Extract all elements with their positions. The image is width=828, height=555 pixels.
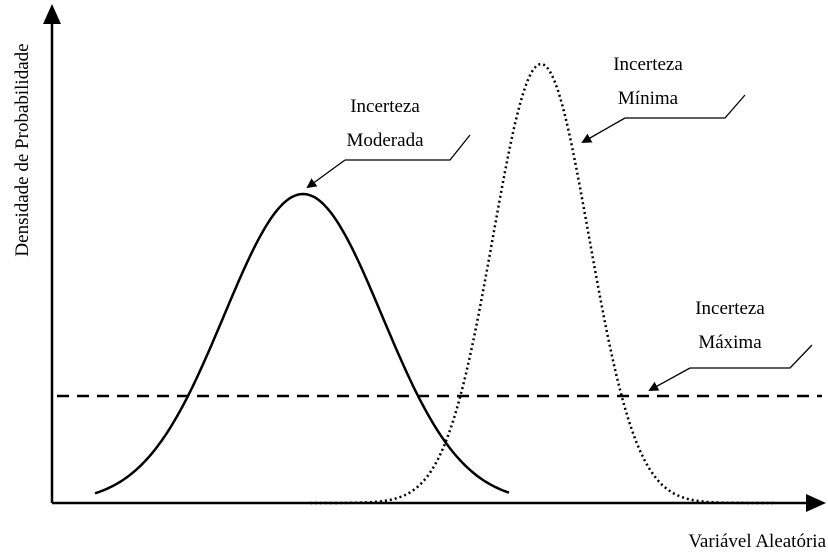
leader-arrow — [648, 367, 691, 391]
leader-arrow — [306, 159, 346, 189]
y-axis-label: Densidade de Probabilidade — [12, 43, 33, 256]
leader — [625, 94, 746, 119]
annotation: Incerteza — [350, 96, 420, 117]
annotation: Incerteza — [613, 54, 683, 75]
leader — [690, 344, 813, 369]
annotation: Moderada — [346, 130, 424, 151]
leader — [345, 134, 471, 161]
minimum-curve — [310, 62, 776, 505]
moderate-curve — [94, 192, 510, 495]
leader-arrow — [581, 117, 626, 143]
annotation: Máxima — [698, 332, 762, 353]
annotation: Mínima — [618, 88, 679, 109]
y-axis-arrow — [43, 4, 61, 24]
x-axis-label: Variável Aleatória — [688, 531, 826, 552]
annotation: Incerteza — [695, 298, 765, 319]
x-axis-arrow — [806, 494, 826, 512]
